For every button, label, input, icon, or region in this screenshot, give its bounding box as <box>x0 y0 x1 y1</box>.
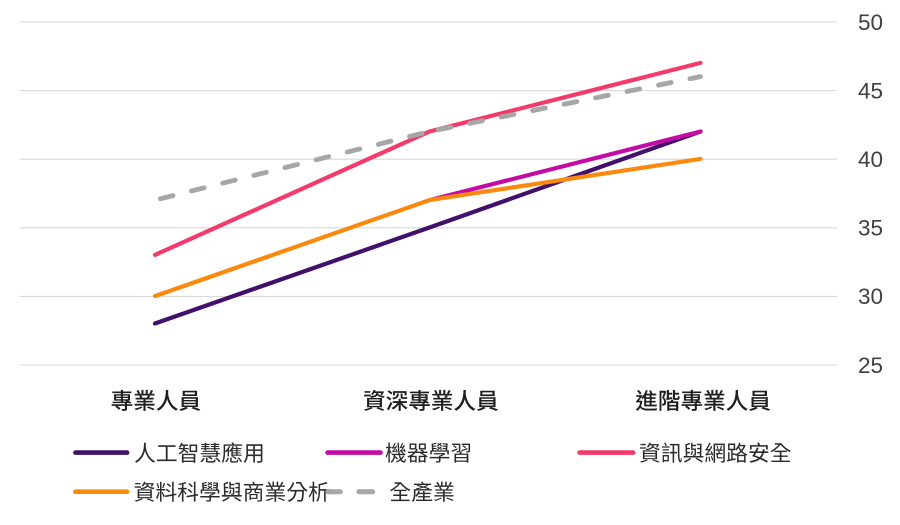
svg-text:40: 40 <box>858 147 883 172</box>
svg-text:35: 35 <box>858 216 883 241</box>
svg-text:30: 30 <box>858 284 883 309</box>
svg-text:45: 45 <box>858 78 883 103</box>
svg-text:25: 25 <box>858 353 883 378</box>
svg-text:50: 50 <box>858 10 883 35</box>
